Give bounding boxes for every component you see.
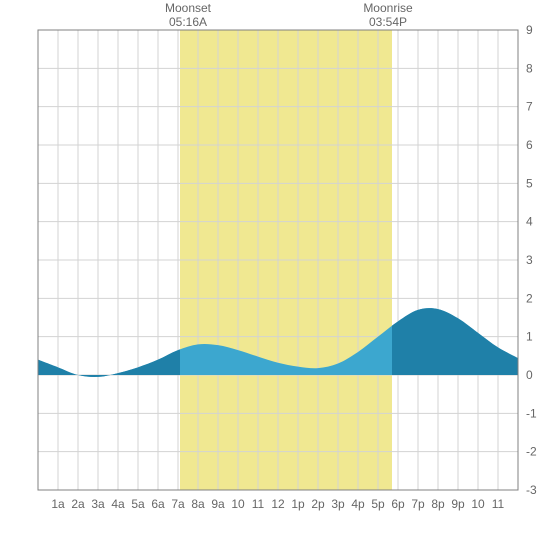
y-tick-label: -2	[526, 445, 537, 459]
y-tick-label: -1	[526, 406, 537, 420]
moonset-label: Moonset	[165, 1, 212, 15]
y-tick-label: 8	[526, 61, 533, 75]
x-tick-label: 6p	[391, 497, 405, 511]
x-tick-label: 12	[271, 497, 285, 511]
y-tick-label: 1	[526, 330, 533, 344]
x-tick-label: 3p	[331, 497, 345, 511]
x-tick-label: 10	[231, 497, 245, 511]
x-tick-label: 9a	[211, 497, 225, 511]
x-tick-label: 10	[471, 497, 485, 511]
x-tick-label: 2a	[71, 497, 85, 511]
tide-chart: 1a2a3a4a5a6a7a8a9a1011121p2p3p4p5p6p7p8p…	[0, 0, 550, 550]
y-tick-label: 5	[526, 176, 533, 190]
x-tick-label: 1a	[51, 497, 65, 511]
x-tick-label: 11	[492, 497, 505, 511]
x-tick-label: 5p	[371, 497, 385, 511]
x-tick-label: 8a	[191, 497, 205, 511]
y-tick-label: 2	[526, 291, 533, 305]
x-tick-label: 2p	[311, 497, 325, 511]
moonrise-label: Moonrise	[363, 1, 413, 15]
y-tick-label: 7	[526, 100, 533, 114]
moonrise-time: 03:54P	[369, 15, 407, 29]
x-tick-label: 5a	[131, 497, 145, 511]
y-tick-label: 4	[526, 215, 533, 229]
x-tick-label: 4p	[351, 497, 365, 511]
x-tick-label: 4a	[111, 497, 125, 511]
x-tick-label: 3a	[91, 497, 105, 511]
y-tick-label: -3	[526, 483, 537, 497]
y-tick-label: 0	[526, 368, 533, 382]
x-tick-label: 7p	[411, 497, 425, 511]
y-tick-label: 9	[526, 23, 533, 37]
x-tick-label: 1p	[291, 497, 305, 511]
x-tick-label: 11	[252, 497, 265, 511]
x-tick-label: 6a	[151, 497, 165, 511]
x-tick-label: 7a	[171, 497, 185, 511]
chart-svg: 1a2a3a4a5a6a7a8a9a1011121p2p3p4p5p6p7p8p…	[0, 0, 550, 550]
y-tick-label: 3	[526, 253, 533, 267]
x-tick-label: 9p	[451, 497, 465, 511]
y-tick-label: 6	[526, 138, 533, 152]
moonset-time: 05:16A	[169, 15, 207, 29]
x-tick-label: 8p	[431, 497, 445, 511]
